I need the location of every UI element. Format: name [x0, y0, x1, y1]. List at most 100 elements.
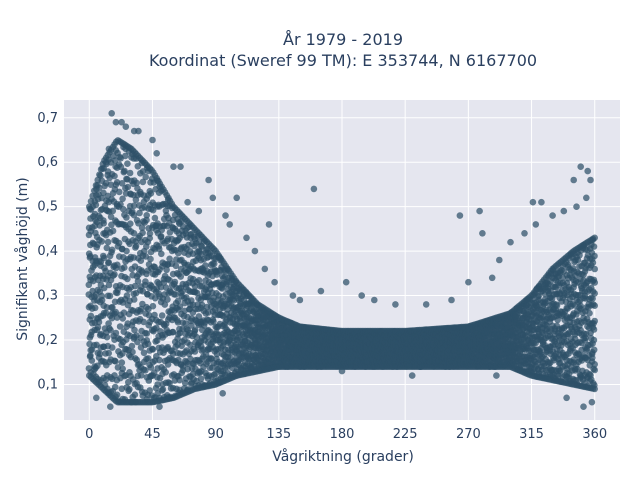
data-point	[174, 319, 182, 326]
data-point	[144, 340, 152, 348]
data-point	[554, 316, 561, 324]
data-point	[209, 194, 217, 202]
data-point	[102, 267, 109, 275]
data-point	[589, 295, 596, 302]
data-point	[137, 257, 145, 265]
data-point	[128, 342, 136, 350]
data-point	[146, 234, 154, 242]
data-point	[149, 206, 157, 214]
data-point	[87, 312, 95, 320]
data-point	[88, 357, 96, 364]
data-point	[153, 150, 160, 157]
data-point	[193, 289, 201, 297]
data-point	[496, 256, 503, 264]
data-point	[549, 212, 556, 219]
data-point	[87, 352, 94, 359]
data-point	[120, 309, 128, 317]
data-point	[93, 394, 100, 402]
data-point	[392, 301, 399, 308]
data-point	[166, 255, 173, 263]
data-point	[156, 356, 163, 364]
data-point	[590, 336, 598, 344]
data-point	[104, 238, 112, 246]
data-point	[589, 354, 596, 362]
data-point	[174, 297, 182, 305]
data-point	[166, 380, 173, 387]
data-point	[109, 207, 117, 215]
data-point	[179, 288, 186, 295]
data-point	[130, 211, 138, 219]
data-point	[136, 209, 143, 217]
data-point	[488, 274, 496, 282]
data-point	[583, 194, 590, 202]
data-point	[139, 229, 146, 237]
data-point	[96, 350, 104, 358]
y-tick-label: 0,3	[37, 289, 58, 304]
data-point	[98, 296, 106, 304]
data-point	[105, 145, 113, 153]
y-tick-label: 0,7	[37, 111, 58, 126]
data-point	[465, 278, 472, 286]
data-point	[143, 212, 150, 219]
data-point	[310, 185, 318, 193]
data-point	[590, 346, 598, 354]
data-point	[191, 348, 199, 355]
data-point	[456, 212, 464, 219]
x-tick-label: 45	[144, 427, 161, 442]
data-point	[108, 344, 116, 351]
data-point	[109, 227, 117, 235]
data-point	[131, 391, 139, 399]
data-point	[112, 358, 119, 365]
data-point	[111, 172, 118, 180]
data-point	[118, 118, 125, 126]
data-point	[210, 318, 217, 325]
chart-title-line1: År 1979 - 2019	[283, 30, 403, 49]
data-point	[140, 318, 147, 326]
data-point	[233, 194, 240, 202]
data-point	[177, 163, 184, 170]
data-point	[126, 386, 133, 393]
data-point	[195, 207, 203, 215]
data-point	[590, 243, 598, 250]
data-point	[107, 403, 114, 411]
data-point	[145, 355, 152, 362]
data-point	[591, 361, 598, 368]
data-point	[422, 301, 430, 308]
data-point	[182, 320, 189, 327]
data-point	[591, 302, 598, 310]
data-point	[591, 252, 598, 260]
data-point	[143, 216, 150, 224]
data-point	[142, 173, 149, 181]
data-point	[591, 385, 598, 393]
data-point	[113, 179, 121, 186]
data-point	[210, 260, 218, 268]
data-point	[586, 309, 593, 317]
data-point	[146, 230, 154, 237]
data-point	[119, 315, 127, 322]
data-point	[121, 264, 128, 271]
data-point	[94, 323, 102, 331]
data-point	[176, 376, 183, 384]
data-point	[161, 301, 169, 308]
data-point	[105, 281, 113, 289]
data-point	[251, 247, 259, 255]
data-point	[577, 302, 584, 310]
data-point	[122, 152, 129, 160]
y-tick-label: 0,4	[37, 244, 58, 259]
data-point	[93, 185, 100, 193]
data-point	[147, 364, 155, 371]
data-point	[108, 110, 115, 117]
data-point	[563, 394, 570, 402]
data-point	[105, 349, 112, 357]
data-point	[91, 304, 99, 312]
data-point	[532, 221, 540, 228]
x-tick-label: 0	[85, 427, 93, 442]
data-point	[588, 398, 596, 406]
data-point	[134, 277, 142, 285]
data-point	[338, 367, 346, 375]
data-point	[587, 176, 594, 184]
x-tick-label: 315	[519, 427, 544, 442]
data-point	[177, 273, 184, 280]
data-point	[131, 326, 138, 334]
data-point	[574, 365, 581, 373]
